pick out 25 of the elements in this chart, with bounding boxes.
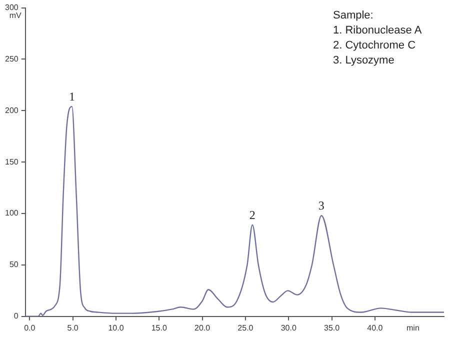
annotation: 2 [249, 208, 256, 222]
x-tick-label: 30.0 [280, 323, 297, 332]
y-tick-label: 150 [4, 157, 19, 166]
y-axis-title: mV [9, 11, 22, 20]
x-tick-label: 25.0 [238, 323, 254, 332]
y-tick-label: 0 [14, 312, 19, 321]
x-tick-label: 0.0 [24, 323, 36, 332]
x-tick-label: 15.0 [151, 323, 168, 332]
y-tick-label: 100 [4, 208, 19, 218]
annotation: Sample: [333, 10, 374, 22]
x-tick-label: 35.0 [324, 323, 340, 332]
y-tick-label: 250 [4, 54, 19, 64]
y-tick-label: 50 [9, 260, 19, 270]
x-tick-label: 10.0 [108, 323, 124, 332]
y-tick-label: 200 [4, 106, 19, 115]
x-axis-title: min [406, 324, 420, 333]
x-tick-label: 5.0 [67, 323, 79, 332]
annotation: 3 [318, 198, 324, 213]
x-tick-label: 40.0 [367, 323, 384, 332]
x-tick-label: 20.0 [194, 323, 211, 332]
y-tick-label: 300 [4, 3, 19, 12]
annotation: 3. Lysozyme [333, 54, 394, 67]
annotation: 2. Cytochrome C [333, 40, 416, 52]
annotation: 1. Ribonuclease A [333, 24, 422, 37]
annotation: 1 [68, 90, 75, 104]
